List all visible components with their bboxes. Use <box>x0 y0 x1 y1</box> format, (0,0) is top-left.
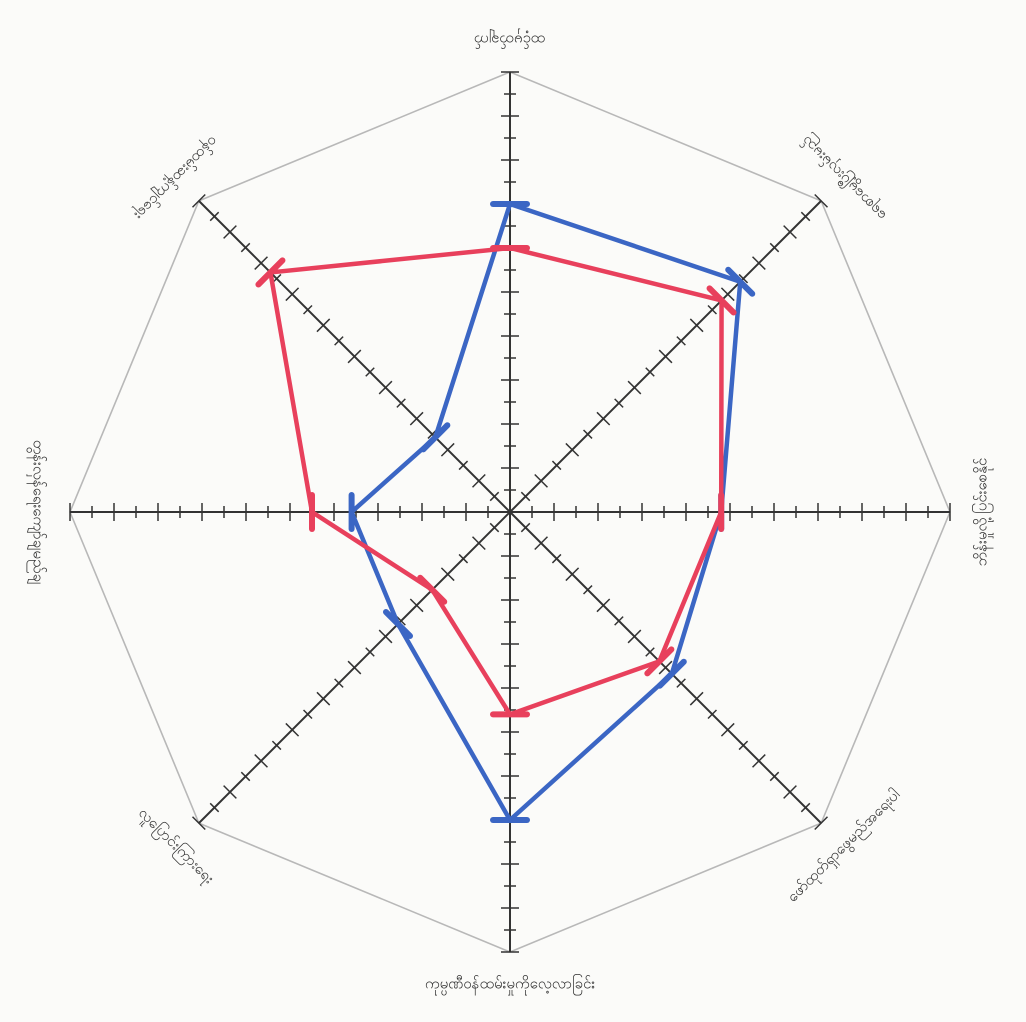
axis-tick <box>285 287 300 302</box>
axis-tick <box>645 647 655 657</box>
series-1-point <box>382 608 414 640</box>
axis-tick <box>365 367 375 377</box>
axis-tick <box>738 273 749 284</box>
axis-tick <box>191 193 206 208</box>
series-1-point <box>420 422 451 453</box>
axis-tick <box>783 225 797 239</box>
axis-tick <box>720 287 735 302</box>
axis-label: ဘိန်းမှုလို့ပြင်းစေနိုင် <box>972 458 994 566</box>
axis-label: ထင့်မှတ်ချက် <box>474 29 545 50</box>
axis-tick <box>596 411 611 426</box>
axis-tick <box>209 211 220 222</box>
series-2-point <box>644 646 675 677</box>
axis-tick <box>489 491 500 502</box>
axis-tick <box>583 585 593 595</box>
axis-label: တွန်းလှန်ရေးကျော်ချမည်ချ <box>27 440 48 585</box>
axis-tick <box>302 709 313 720</box>
axis-tick <box>471 473 486 488</box>
axis-tick <box>316 318 331 333</box>
axis-tick <box>302 304 313 315</box>
axis-tick <box>614 398 624 408</box>
axis-tick <box>614 616 624 626</box>
axis-tick <box>378 629 393 644</box>
axis-tick <box>551 460 562 471</box>
axis-tick <box>658 349 673 364</box>
axis-tick <box>565 442 580 457</box>
axis-tick <box>458 460 469 471</box>
axis-tick <box>769 771 780 782</box>
axis-tick <box>223 785 237 799</box>
axis-tick <box>814 193 829 208</box>
axis-tick <box>707 304 718 315</box>
axis-tick <box>689 318 704 333</box>
axis-tick <box>752 754 766 768</box>
axis-tick <box>409 598 424 613</box>
axis-tick <box>378 380 393 395</box>
series-2-point <box>706 285 737 316</box>
series-2-point <box>417 574 448 605</box>
axis-tick <box>520 522 531 533</box>
axis-tick <box>565 567 580 582</box>
axis-tick <box>800 802 811 813</box>
axis-tick <box>458 553 469 564</box>
axis-tick <box>707 709 718 720</box>
axis-tick <box>752 256 766 270</box>
axis-tick <box>814 816 829 831</box>
axis-tick <box>627 629 642 644</box>
axis-tick <box>347 660 362 675</box>
axis-tick <box>365 647 375 657</box>
axis-tick <box>658 660 673 675</box>
axis-tick <box>209 802 220 813</box>
axis-tick <box>440 567 455 582</box>
axis-tick <box>551 553 562 564</box>
series-2-point <box>255 257 286 288</box>
axis-tick <box>334 678 344 688</box>
axis-tick <box>676 336 686 346</box>
axis-tick <box>520 491 531 502</box>
axis-tick <box>334 336 344 346</box>
series-1-point <box>725 266 756 297</box>
series-2-line <box>268 245 724 717</box>
axes-layer <box>69 71 951 953</box>
axis-tick <box>738 740 749 751</box>
axis-tick <box>489 522 500 533</box>
series-1-point <box>656 658 687 689</box>
axis-tick <box>534 536 549 551</box>
series-layer <box>255 201 756 823</box>
axis-label: ကုမ္ပဏီဝန်ထမ်းမှုကိုလေ့လာခြင်း <box>425 974 595 996</box>
axis-tick <box>409 411 424 426</box>
axis-tick <box>191 816 206 831</box>
axis-tick <box>676 678 686 688</box>
axis-tick <box>285 722 300 737</box>
axis-tick <box>645 367 655 377</box>
axis-tick <box>316 691 331 706</box>
axis-tick <box>271 740 282 751</box>
axis-tick <box>347 349 362 364</box>
axis-tick <box>720 722 735 737</box>
axis-tick <box>583 429 593 439</box>
axis-tick <box>800 211 811 222</box>
axis-tick <box>396 616 406 626</box>
axis-tick <box>471 536 486 551</box>
axis-tick <box>254 256 268 270</box>
axis-tick <box>440 442 455 457</box>
axis-tick <box>596 598 611 613</box>
axis-tick <box>769 242 780 253</box>
axis-tick <box>534 473 549 488</box>
axis-tick <box>689 691 704 706</box>
axis-tick <box>240 242 251 253</box>
axis-tick <box>223 225 237 239</box>
axis-tick <box>396 398 406 408</box>
axis-tick <box>240 771 251 782</box>
axis-tick <box>627 380 642 395</box>
axis-tick <box>783 785 797 799</box>
axis-tick <box>254 754 268 768</box>
